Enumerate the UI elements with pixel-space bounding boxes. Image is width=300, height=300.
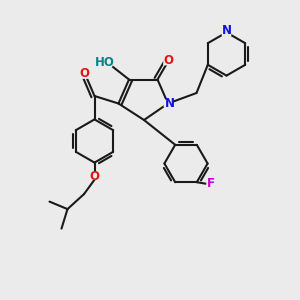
FancyBboxPatch shape (222, 28, 231, 36)
Text: O: O (163, 53, 173, 67)
Text: N: N (221, 24, 232, 38)
Text: F: F (207, 177, 215, 190)
FancyBboxPatch shape (98, 59, 112, 67)
FancyBboxPatch shape (164, 100, 172, 107)
Text: HO: HO (95, 56, 115, 70)
Text: N: N (164, 97, 175, 110)
Text: O: O (89, 169, 100, 183)
FancyBboxPatch shape (163, 58, 173, 65)
FancyBboxPatch shape (90, 172, 99, 180)
FancyBboxPatch shape (81, 71, 90, 79)
FancyBboxPatch shape (206, 180, 216, 188)
Text: O: O (79, 67, 89, 80)
